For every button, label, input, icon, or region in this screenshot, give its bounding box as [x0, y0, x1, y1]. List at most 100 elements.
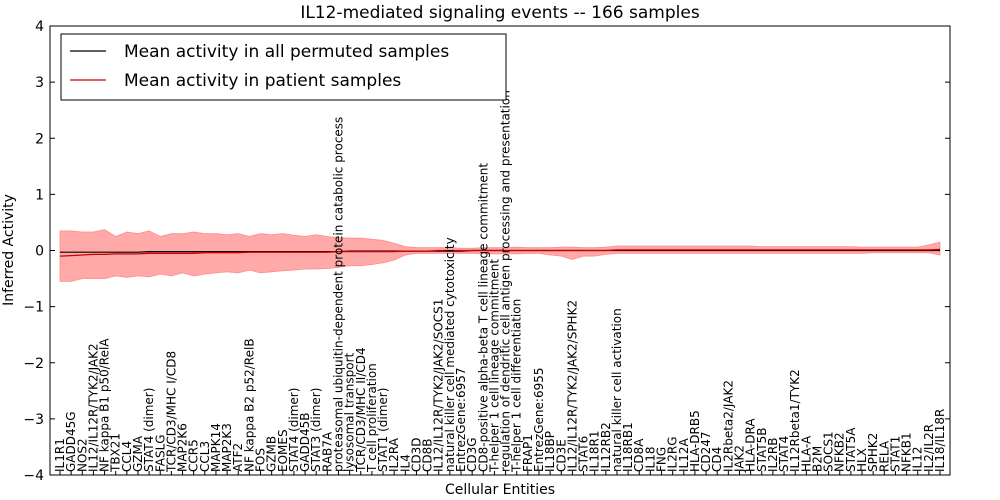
x-tick-label: IL12Rbeta1/TYK2 — [788, 369, 802, 472]
confidence-band-layer — [59, 229, 941, 282]
x-tick-label: SPHK2 — [866, 433, 880, 472]
x-tick-label: natural killer cell activation — [610, 308, 624, 472]
x-tick-label: HLA-A — [799, 435, 813, 472]
x-tick-label: STAT4 (dimer) — [287, 388, 301, 472]
x-tick-label: EntrezGene:6957 — [454, 368, 468, 473]
x-tick-label: lysosomal transport — [343, 352, 357, 472]
chart-legend: Mean activity in all permuted samples Me… — [60, 33, 507, 101]
x-tick-label: IL4 — [398, 454, 412, 472]
x-tick-label: FNG — [655, 447, 669, 472]
y-tick-label: −4 — [23, 468, 44, 484]
x-tick-label: NFKB1 — [900, 432, 914, 472]
x-tick-label: CCL4 — [120, 441, 134, 472]
x-tick-label: FASLG — [153, 434, 167, 472]
x-tick-label: STAT4 (dimer) — [142, 388, 156, 472]
x-tick-label: NFKB2 — [833, 432, 847, 472]
x-tick-label: RELA — [877, 440, 891, 472]
legend-label-permuted: Mean activity in all permuted samples — [124, 42, 449, 62]
x-tick-label: IL12/IL12R/TYK2/JAK2/SOCS1 — [432, 299, 446, 472]
x-tick-label: NF kappa B2 p52/RelB — [242, 338, 256, 472]
x-tick-label: CD3D — [410, 438, 424, 473]
x-tick-label: JAK2 — [733, 445, 747, 473]
x-tick-label: EntrezGene:6955 — [532, 368, 546, 473]
x-tick-label: IL2RA — [387, 437, 401, 472]
y-tick-label: 2 — [35, 131, 44, 147]
x-tick-label: STAT1 — [888, 436, 902, 472]
x-tick-label: CD8B — [421, 439, 435, 473]
x-tick-label: STAT4 — [777, 436, 791, 472]
x-tick-label: STAT5A — [844, 427, 858, 472]
confidence-band — [59, 229, 941, 282]
x-tick-label: EOMES — [276, 429, 290, 472]
x-tick-label: GADD45B — [298, 413, 312, 473]
x-tick-label: GZMB — [265, 436, 279, 472]
x-tick-label: IL18R1 — [588, 431, 602, 472]
y-tick-label: 1 — [35, 187, 44, 203]
x-tick-label: proteasomal ubiquitin-dependent protein … — [332, 117, 346, 472]
x-tick-label: B2M — [811, 446, 825, 472]
x-tick-label: T cell proliferation — [365, 363, 379, 473]
x-tick-label: IL12RB2 — [599, 422, 613, 472]
x-tick-label: FOS — [254, 448, 268, 472]
x-tick-label: ATF2 — [231, 443, 245, 472]
x-tick-label: regulation of dendritic cell antigen pro… — [499, 90, 513, 472]
x-tick-label: IL2RG — [666, 437, 680, 473]
x-tick-label: HLX — [855, 448, 869, 472]
x-tick-label: IL18 — [643, 447, 657, 473]
x-tick-label: IL12A — [677, 438, 691, 472]
x-tick-label: CD3E — [554, 439, 568, 472]
x-tick-label: T-helper 1 cell lineage commitment — [487, 259, 501, 473]
x-tick-label: STAT5B — [755, 428, 769, 473]
x-tick-label: GADD45G — [64, 411, 78, 472]
x-tick-label: MAPK14 — [209, 423, 223, 472]
x-tick-label: SOCS1 — [822, 431, 836, 472]
y-tick-label: 4 — [35, 19, 44, 35]
y-tick-label: −1 — [23, 300, 44, 316]
x-tick-label: TCR/CD3/MHC I/CD8 — [164, 351, 178, 473]
x-tick-label: CD3G — [465, 437, 479, 472]
x-tick-label: MAP2K6 — [176, 423, 190, 472]
x-tick-label: IL12/IL12R/TYK2/JAK2 — [86, 343, 100, 472]
x-tick-label: STAT3 (dimer) — [309, 388, 323, 472]
y-tick-label: 0 — [35, 244, 44, 260]
x-tick-label: IL1R1 — [53, 438, 67, 472]
x-tick-label: CD8A — [632, 438, 646, 472]
x-tick-label: T-helper 1 cell differentiation — [510, 299, 524, 473]
x-tick-label: CD247 — [699, 431, 713, 472]
x-tick-label: CCL3 — [198, 441, 212, 472]
x-tick-label: RAB7A — [320, 431, 334, 472]
x-tick-label: HLA-DRA — [744, 418, 758, 472]
x-tick-label: IL12 — [911, 447, 925, 473]
x-tick-label: MAP2K3 — [220, 423, 234, 472]
x-tick-label: IL18RB1 — [621, 422, 635, 472]
x-tick-label: IL12/IL12R/TYK2/JAK2/SPHK2 — [565, 300, 579, 472]
x-tick-label: TBX21 — [109, 433, 123, 473]
x-tick-label: CD8-positive alpha-beta T cell lineage c… — [476, 163, 490, 472]
y-tick-label: −2 — [23, 356, 44, 372]
y-axis-ticks: −4 −3 −2 −1 0 1 2 3 4 — [23, 19, 950, 484]
x-tick-label: NOS2 — [75, 438, 89, 472]
chart-title: IL12-mediated signaling events -- 166 sa… — [300, 3, 700, 23]
x-tick-label: IL2RB — [766, 438, 780, 472]
y-axis-label: Inferred Activity — [1, 194, 17, 306]
x-tick-label: CD4 — [710, 447, 724, 472]
x-tick-label: STAT6 — [577, 436, 591, 472]
x-tick-label: IL18BP — [543, 431, 557, 472]
x-tick-label: TCR/CD3/MHC II/CD4 — [354, 347, 368, 473]
y-tick-label: 3 — [35, 75, 44, 91]
x-axis-label: Cellular Entities — [445, 482, 555, 498]
x-tick-label: STAT1 (dimer) — [376, 388, 390, 472]
series-lines-layer — [59, 248, 941, 257]
x-tick-label: natural killer cell mediated cytotoxicit… — [443, 237, 457, 472]
x-tick-label: HLA-DRB5 — [688, 410, 702, 472]
x-tick-label: NF kappa B1 p50/RelA — [98, 338, 112, 472]
legend-label-patient: Mean activity in patient samples — [124, 71, 401, 91]
x-tick-label: IL2Rbeta2/JAK2 — [721, 380, 735, 472]
y-tick-label: −3 — [23, 412, 44, 428]
x-tick-label: CCR5 — [187, 439, 201, 472]
series-line-patient — [59, 248, 941, 257]
x-tick-label: IL18/IL18R — [933, 409, 947, 472]
legend-box — [60, 33, 507, 101]
